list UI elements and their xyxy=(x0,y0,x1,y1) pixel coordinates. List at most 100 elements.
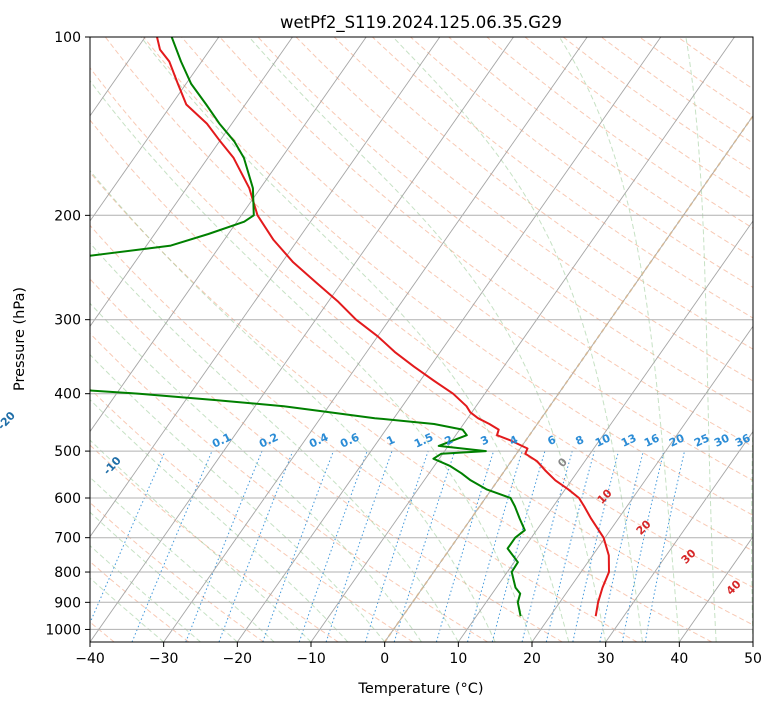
isotherm-line xyxy=(90,37,220,222)
x-tick-label: 50 xyxy=(744,651,762,667)
isotherm-line xyxy=(384,115,753,642)
background-lines xyxy=(0,37,753,642)
moist-adiabat xyxy=(751,403,753,642)
moist-adiabat xyxy=(90,398,349,642)
dry-adiabat xyxy=(219,37,753,448)
x-tick-label: 10 xyxy=(449,651,467,667)
moist-adiabat xyxy=(90,242,459,642)
dry-adiabat xyxy=(90,119,753,626)
dry-adiabat xyxy=(90,171,712,642)
mixing-ratio-line xyxy=(185,450,263,642)
mixing-ratio-label: 4 xyxy=(508,433,521,448)
dry-adiabat xyxy=(295,37,753,382)
moist-adiabat xyxy=(90,353,386,642)
mixing-ratio-line xyxy=(491,450,546,642)
isotherm-line xyxy=(163,37,588,642)
moist-adiabat xyxy=(90,169,496,642)
moist-adiabat xyxy=(90,577,165,642)
isotherm-line xyxy=(531,325,753,642)
y-tick-label: 200 xyxy=(54,208,81,224)
mixing-ratio-label: 0.2 xyxy=(257,431,280,451)
x-axis-label: Temperature (°C) xyxy=(357,681,483,697)
moist-adiabat xyxy=(90,544,201,642)
y-tick-label: 300 xyxy=(54,313,81,329)
moist-adiabat-label: 20 xyxy=(634,517,654,537)
mixing-ratio-line xyxy=(545,450,595,642)
dry-adiabat xyxy=(90,444,339,642)
y-tick-label: 1000 xyxy=(45,622,81,638)
isotherm-line xyxy=(236,37,662,642)
mixing-ratio-line xyxy=(467,450,523,642)
y-axis-label: Pressure (hPa) xyxy=(12,287,28,391)
mixing-ratio-label: 16 xyxy=(642,431,662,449)
x-tick-label: 20 xyxy=(523,651,541,667)
moist-adiabat xyxy=(392,37,643,642)
temperature-series-line xyxy=(156,37,610,617)
mixing-ratio-label: 8 xyxy=(574,433,586,448)
dry-adiabat-label: -20 xyxy=(0,409,18,433)
x-tick-label: 40 xyxy=(670,651,688,667)
x-tick-label: −40 xyxy=(75,651,105,667)
mixing-ratio-line xyxy=(262,450,334,642)
dry-adiabat xyxy=(486,37,753,229)
mixing-ratio-label: 0.6 xyxy=(338,430,361,450)
mixing-ratio-label: 30 xyxy=(712,431,732,449)
mixing-ratio-line xyxy=(599,450,644,642)
moist-adiabat xyxy=(90,302,422,642)
mixing-ratio-label: 10 xyxy=(593,431,613,449)
x-tick-label: −20 xyxy=(223,651,253,667)
isotherm-line xyxy=(752,641,753,642)
mixing-ratio-line xyxy=(298,450,368,642)
dry-adiabat xyxy=(333,37,753,350)
isotherm-line xyxy=(310,37,735,642)
moist-adiabat xyxy=(90,511,238,642)
y-tick-label: 900 xyxy=(54,595,81,611)
dry-adiabat xyxy=(143,37,753,516)
x-tick-label: −30 xyxy=(149,651,179,667)
mixing-ratio-label: 25 xyxy=(692,431,711,449)
mixing-ratio-label: 6 xyxy=(546,433,559,448)
mixing-ratio-line xyxy=(644,450,685,642)
isotherm-line xyxy=(90,37,514,642)
moist-adiabat-label: 10 xyxy=(595,486,615,506)
isotherm-line xyxy=(678,535,753,642)
moist-adiabat xyxy=(90,476,275,642)
y-tick-label: 700 xyxy=(54,531,81,547)
dry-adiabat xyxy=(90,388,414,642)
mixing-ratio-label: 13 xyxy=(619,431,638,449)
isotherm-line xyxy=(457,220,753,642)
x-tick-label: 30 xyxy=(597,651,615,667)
mixing-ratio-label: 1 xyxy=(385,433,397,448)
mixing-ratio-line xyxy=(90,450,166,625)
axes: −40 −30 −20 −10 0 10 20 30 40 5010020030040050060… xyxy=(45,30,762,667)
dry-adiabat xyxy=(90,67,753,588)
mixing-ratio-label: 0.4 xyxy=(307,430,330,450)
mixing-ratio-label: 0.1 xyxy=(210,431,233,451)
isotherm-line xyxy=(0,37,72,642)
isotherm-line xyxy=(90,37,367,433)
mixing-ratio-line xyxy=(435,450,495,642)
mixing-ratio-label: 20 xyxy=(667,431,687,449)
zero-isotherm-line xyxy=(384,114,753,642)
isotherm-line xyxy=(90,37,293,328)
dry-adiabat xyxy=(90,560,190,642)
x-tick-label: −10 xyxy=(296,651,326,667)
dry-adiabat xyxy=(410,37,753,289)
curve-labels: -100-90-80-70-60-50-40-30-20-10010203040… xyxy=(0,409,753,598)
dry-adiabat xyxy=(104,37,753,552)
moist-adiabat xyxy=(248,37,607,642)
moist-adiabat xyxy=(558,37,680,642)
dry-adiabat xyxy=(90,332,488,642)
dry-adiabat xyxy=(448,37,753,259)
mixing-ratio-line xyxy=(364,450,429,642)
mixing-ratio-line xyxy=(572,450,620,642)
mixing-ratio-line xyxy=(218,450,294,642)
moist-adiabat xyxy=(685,37,717,642)
moist-adiabat xyxy=(90,79,533,642)
mixing-ratio-label: 36 xyxy=(733,431,753,449)
dewpoint-series-line xyxy=(90,37,526,617)
mixing-ratio-line xyxy=(521,450,573,642)
isotherm-line xyxy=(605,430,753,642)
dry-adiabat xyxy=(372,37,753,319)
plot-frame xyxy=(89,36,754,643)
